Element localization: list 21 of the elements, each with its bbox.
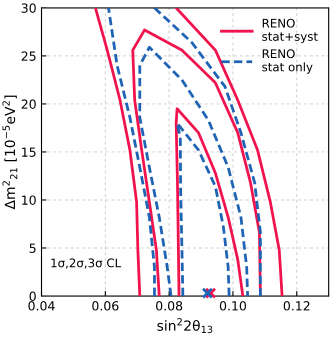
y-tick-label: 30 — [22, 3, 36, 13]
line-series — [138, 46, 250, 296]
y-tick-label: 15 — [22, 148, 36, 157]
y-tick-label: 5 — [30, 244, 36, 253]
line-series — [176, 122, 231, 296]
x-tick-label: 0.06 — [92, 301, 118, 311]
y-tick-label: 25 — [22, 51, 36, 61]
x-tick-label: 0.04 — [28, 301, 55, 311]
x-tick-label: 0.08 — [156, 301, 182, 311]
line-series — [131, 28, 262, 296]
legend-label: RENO stat only — [262, 49, 313, 74]
line-series — [174, 107, 244, 296]
annotation: 1σ,2σ,3σ CL — [51, 258, 122, 269]
y-tick-label: 10 — [22, 195, 36, 205]
x-axis-title: sin$^{2}$2θ$_{13}$ — [157, 318, 212, 334]
y-tick-label: 20 — [22, 99, 36, 109]
x-tick-label: 0.10 — [220, 301, 246, 311]
y-tick-label: 0 — [30, 291, 36, 301]
y-axis-title: Δm$^{2}$$_{21}$ [10$^{−5}$eV$^{2}$] — [2, 96, 18, 210]
x-tick-label: 0.12 — [284, 301, 310, 311]
legend-label: RENO stat+syst — [262, 18, 318, 44]
